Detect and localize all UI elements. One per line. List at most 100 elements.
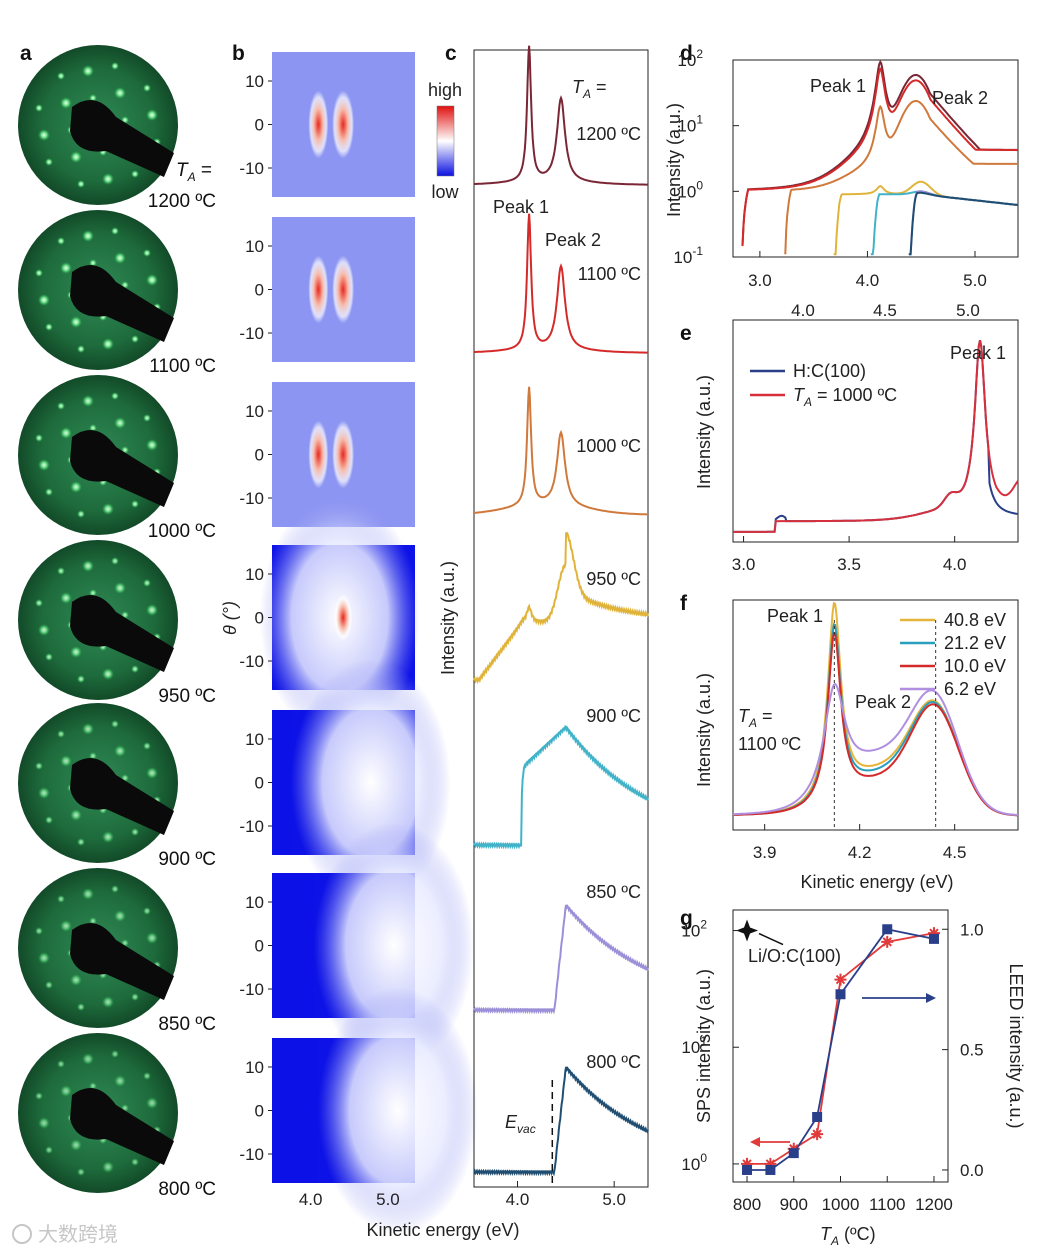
heatmap-peak2 [334,593,353,642]
panel-d-frame [732,59,1019,258]
leed-spot [143,249,151,257]
log-spectrum-line-6 [908,191,1019,256]
log-ytick: 100 [677,178,703,201]
leed-spot [82,65,94,77]
leed-spot [60,920,72,932]
heatmap-ytick: 0 [255,446,264,465]
leed-spot [146,439,158,451]
sps-axis-arrowhead-icon [750,1137,760,1147]
spectrum-ta-label: TA = [572,77,607,101]
sps-point [764,1157,777,1170]
sps-line [747,932,935,1165]
heatmap-dark [272,710,291,855]
leed-spot [146,109,158,121]
log-ytick: 102 [677,47,703,70]
leed-spot [70,1139,82,1151]
panel-label-a: a [20,42,32,65]
log-spectrum-line-2 [784,100,1018,255]
evac-sub: vac [517,1122,536,1136]
leed-spot [45,158,53,166]
spectrum-ta-label-t: T [572,77,585,97]
comparison-line-1 [733,339,1019,533]
sps-point [927,927,940,940]
temp-xlabel-rest: (ºC) [839,1224,876,1244]
comparison-peak1-label: Peak 1 [950,343,1006,363]
leed-spot [77,1003,85,1011]
spectrum-temp-label: 1000 ºC [576,436,641,456]
comparison-ylabel: Intensity (a.u.) [694,375,714,489]
photon-xtick: 4.2 [848,843,872,862]
log-ytick: 101 [677,113,703,136]
sample-holder-shadow [70,922,174,1000]
leed-spot [35,1092,43,1100]
shared-xlabel: Kinetic energy (eV) [366,1220,519,1240]
heatmap-peak2 [332,90,355,159]
leed-ylabel: LEED intensity (a.u.) [1006,963,1026,1128]
leed-temp-label: 900 ºC [158,849,216,870]
leed-spot [131,500,139,508]
heatmap-dark [272,1038,318,1183]
sps-point [811,1128,824,1141]
heatmap-ytick: 0 [255,937,264,956]
leed-ytick: 0.0 [960,1161,984,1180]
panel-f-photon-energy: 3.9 4.2 4.5 Intensity (a.u.) Kinetic energy … [694,599,1019,892]
heatmap-ytick: 0 [255,116,264,135]
sps-point [834,973,847,986]
log-ytick-exp: 0 [696,178,703,192]
temp-xtick: 1100 [869,1195,906,1214]
log-ytick-exp: 2 [696,47,703,61]
heatmap-ytick: 10 [245,402,264,421]
comparison-xtick: 3.0 [732,555,756,574]
leed-spot [82,395,94,407]
peak1-label: Peak 1 [493,197,549,217]
log-ytick-base: 10 [673,248,692,267]
heatmap-1: 10 0 -10 [239,217,415,362]
spectrum-temp-label: 1200 ºC [576,124,641,144]
leed-spot [114,582,126,594]
log-ylabel: Intensity (a.u.) [664,103,684,217]
leed-pattern-5 [18,868,178,1028]
spectrum-ta-label-sub: A [582,87,591,101]
leed-spot [111,557,119,565]
log-spectrum-line-4 [870,190,1019,256]
sample-holder-shadow [70,99,174,177]
leed-spot [45,1146,53,1154]
leed-spot [131,170,139,178]
leed-temp-label: 950 ºC [158,686,216,707]
annotation-arrow [758,932,784,946]
heatmap-xtick: 5.0 [376,1190,400,1209]
leed-spot [146,932,158,944]
heatmap-ylabel: θ (°) [220,601,240,635]
leed-spot [70,646,82,658]
evac-e: E [505,1112,518,1132]
leed-spot [77,1168,85,1176]
leed-spot [45,653,53,661]
colorbar [436,105,455,177]
leed-spot [114,417,126,429]
log-xtick-secondary: 4.5 [873,301,897,320]
heatmap-ytick: -10 [239,817,264,836]
temp-xtick: 1000 [822,1195,860,1214]
photon-energy-line-2 [733,631,1018,817]
photon-xtick: 3.9 [753,843,777,862]
leed-spot [131,335,139,343]
leed-axis-arrowhead-icon [926,993,936,1003]
leed-spot [70,481,82,493]
legend-label: 21.2 eV [944,633,1006,653]
colorbar-high-label: high [428,80,462,100]
spectrum-line-5 [473,904,649,1015]
watermark: 大数跨境 [12,1223,118,1246]
leed-point [765,1164,776,1175]
heatmap-ytick: -10 [239,652,264,671]
leed-pattern-3 [18,540,178,700]
legend-label-ta1000-t: T [793,385,806,405]
panel-label-f: f [680,592,688,615]
leed-spot [77,345,85,353]
spectrum-temp-label: 800 ºC [586,1052,641,1072]
spectrum-temp-label: 900 ºC [586,706,641,726]
leed-spot [38,294,50,306]
leed-point [788,1148,799,1159]
leed-spot [38,787,50,799]
leed-spot [70,151,82,163]
